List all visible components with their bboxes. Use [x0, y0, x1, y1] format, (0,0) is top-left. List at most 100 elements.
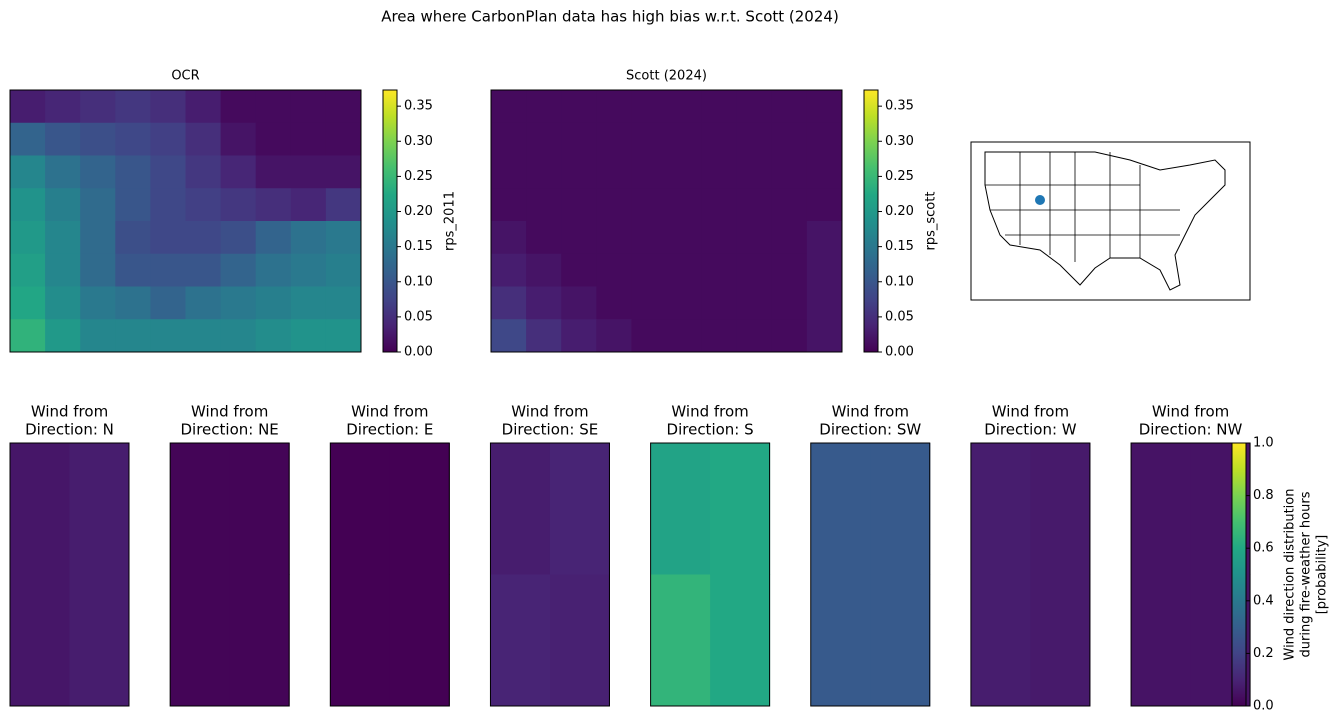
- colorbar-tick-label: 0.15: [885, 239, 914, 254]
- heatmap-cell: [970, 574, 1031, 707]
- heatmap-cell: [596, 286, 632, 320]
- heatmap-cell: [10, 443, 70, 575]
- colorbar: [863, 89, 879, 353]
- heatmap-cell: [870, 574, 931, 707]
- heatmap-cell: [290, 90, 327, 124]
- colorbar-tick-label: 0.15: [404, 239, 433, 254]
- colorbar-tick-label: 0.25: [404, 169, 433, 184]
- panel-title: Direction: E: [346, 421, 433, 439]
- heatmap-cell: [45, 286, 81, 320]
- panel-title: Direction: W: [984, 421, 1077, 439]
- heatmap-cell: [561, 253, 597, 287]
- colorbar-tick-label: 0.2: [1253, 646, 1274, 661]
- heatmap-cell: [290, 253, 327, 287]
- panel-title: Direction: SW: [819, 421, 921, 439]
- colorbar-tick-label: 0.00: [885, 345, 914, 360]
- heatmap-cell: [806, 319, 843, 353]
- heatmap-cell: [771, 90, 808, 124]
- heatmap-cell: [325, 155, 362, 189]
- heatmap-cell: [150, 319, 186, 353]
- heatmap-cell: [229, 574, 290, 707]
- heatmap-cell: [561, 155, 597, 189]
- heatmap-cell: [185, 90, 222, 124]
- heatmap-cell: [710, 443, 771, 575]
- heatmap-cell: [150, 253, 186, 287]
- colorbar-tick-label: 0.30: [404, 134, 433, 149]
- heatmap-cell: [526, 122, 562, 156]
- heatmap-cell: [666, 319, 703, 353]
- heatmap-cell: [491, 286, 527, 320]
- heatmap-cell: [806, 188, 843, 222]
- heatmap-cell: [80, 188, 116, 222]
- heatmap-cell: [290, 319, 327, 353]
- heatmap-cell: [771, 188, 808, 222]
- heatmap-cell: [325, 221, 362, 255]
- heatmap-cell: [526, 90, 562, 124]
- heatmap-cell: [736, 188, 773, 222]
- heatmap-cell: [526, 221, 562, 255]
- colorbar-tick-label: 0.05: [885, 309, 914, 324]
- heatmap-cell: [150, 155, 186, 189]
- heatmap-cell: [650, 443, 711, 575]
- heatmap-cell: [10, 221, 46, 255]
- heatmap-cell: [80, 253, 116, 287]
- heatmap-cell: [290, 122, 327, 156]
- heatmap-cell: [220, 286, 257, 320]
- heatmap-cell: [255, 221, 292, 255]
- heatmap-cell: [701, 122, 738, 156]
- heatmap-cell: [220, 319, 257, 353]
- heatmap-cell: [325, 90, 362, 124]
- heatmap-cell: [631, 286, 667, 320]
- heatmap-cell: [526, 188, 562, 222]
- heatmap-cell: [870, 443, 931, 575]
- heatmap-cell: [491, 188, 527, 222]
- heatmap-cell: [185, 253, 222, 287]
- panel-title: Wind from: [31, 403, 108, 421]
- heatmap-cell: [596, 155, 632, 189]
- heatmap-cell: [255, 319, 292, 353]
- heatmap-cell: [491, 319, 527, 353]
- heatmap-cell: [526, 319, 562, 353]
- heatmap-cell: [1030, 443, 1091, 575]
- heatmap-cell: [185, 286, 222, 320]
- heatmap-cell: [631, 90, 667, 124]
- heatmap-cell: [185, 221, 222, 255]
- heatmap-cell: [490, 574, 551, 707]
- heatmap-cell: [701, 188, 738, 222]
- colorbar-tick-label: 0.10: [885, 274, 914, 289]
- heatmap-cell: [115, 90, 151, 124]
- axes-frame: [970, 442, 1091, 707]
- heatmap-cell: [491, 122, 527, 156]
- colorbar-tick-label: 0.0: [1253, 699, 1274, 714]
- heatmap-cell: [150, 286, 186, 320]
- heatmap-cell: [330, 574, 391, 707]
- heatmap-cell: [561, 122, 597, 156]
- heatmap-cell: [561, 319, 597, 353]
- heatmap-cell: [80, 221, 116, 255]
- figure-title: Area where CarbonPlan data has high bias…: [381, 8, 839, 26]
- heatmap-cell: [10, 574, 70, 707]
- heatmap-cell: [810, 574, 871, 707]
- heatmap-cell: [10, 155, 46, 189]
- heatmap-cell: [701, 155, 738, 189]
- heatmap-cell: [10, 319, 46, 353]
- heatmap-cell: [115, 319, 151, 353]
- heatmap-cell: [69, 443, 130, 575]
- heatmap-cell: [45, 122, 81, 156]
- heatmap-cell: [170, 574, 231, 707]
- heatmap-cell: [666, 122, 703, 156]
- us-outline: [984, 151, 1226, 291]
- heatmap-cell: [80, 286, 116, 320]
- colorbar-tick-label: 1.0: [1253, 436, 1274, 451]
- heatmap-cell: [526, 253, 562, 287]
- heatmap-cell: [549, 574, 610, 707]
- heatmap-cell: [185, 188, 222, 222]
- heatmap-cell: [491, 90, 527, 124]
- heatmap-cell: [666, 155, 703, 189]
- heatmap-cell: [220, 188, 257, 222]
- colorbar-tick-label: 0.35: [404, 99, 433, 114]
- heatmap-cell: [150, 122, 186, 156]
- colorbar-label: rps_2011: [443, 191, 458, 251]
- panel-title: Direction: NW: [1139, 421, 1243, 439]
